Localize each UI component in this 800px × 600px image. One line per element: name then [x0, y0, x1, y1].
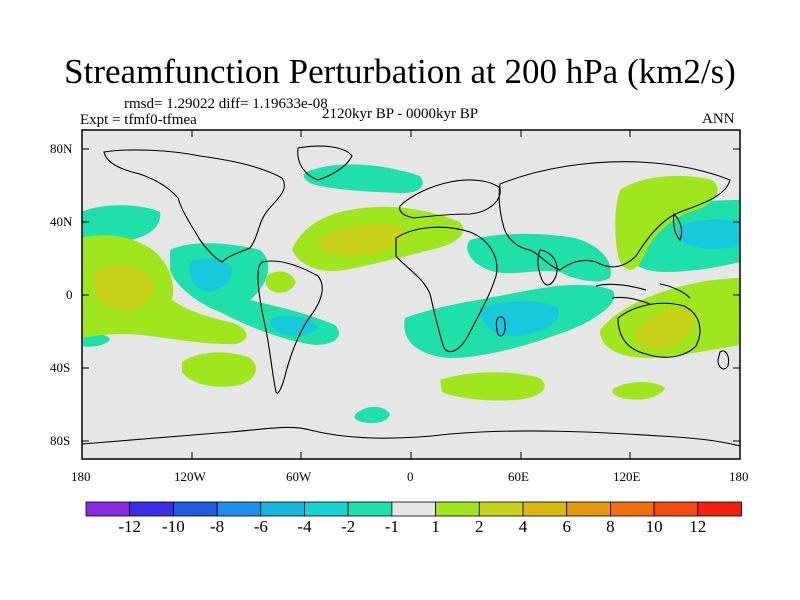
lon-label-180e: 180	[729, 469, 749, 484]
new-zealand-coast	[717, 350, 730, 370]
colorbar-box-9	[478, 501, 524, 517]
pacific-core-pos	[93, 265, 154, 311]
south-america-coast	[257, 260, 323, 394]
lat-label-80s: 80S	[50, 433, 71, 448]
colorbar-label-13: 12	[689, 517, 707, 536]
lat-label-80n: 80N	[50, 141, 73, 156]
atlantic-core-pos	[317, 224, 404, 256]
colorbar-label-8: 2	[475, 517, 484, 536]
colorbar-label-12: 10	[645, 517, 663, 536]
map-title: Streamfunction Perturbation at 200 hPa (…	[64, 52, 736, 91]
colorbar-box-7	[391, 501, 436, 517]
madagascar-coast	[495, 316, 506, 337]
lat-label-0: 0	[66, 287, 73, 302]
africa-coast	[395, 226, 498, 353]
maritime-continent-coast	[595, 283, 691, 305]
negative-strong-cores	[189, 219, 740, 337]
lat-label-40s: 40S	[50, 360, 71, 375]
europe-coast	[399, 179, 501, 219]
lon-label-60w: 60W	[286, 469, 312, 484]
colorbar-label-7: 1	[431, 517, 440, 536]
colorbar-label-3: -6	[253, 517, 268, 536]
colorbar-label-5: -2	[341, 517, 356, 536]
north-atlantic-neg	[303, 164, 423, 194]
colorbar-label-9: 4	[518, 517, 528, 536]
antarctica-coast	[82, 426, 740, 447]
colorbar-label-6: -1	[384, 517, 399, 536]
lon-label-120e: 120E	[613, 469, 641, 484]
experiment-label: Expt = tfmf0-tfmea	[80, 112, 197, 128]
coastlines	[82, 145, 740, 447]
indian-subcontinent-coast	[537, 249, 558, 286]
japan-coast	[672, 212, 683, 241]
axis-ticks	[81, 130, 741, 459]
colorbar-box-0	[85, 501, 131, 517]
season-label: ANN	[702, 111, 735, 127]
asia-coast	[498, 161, 731, 271]
nw-pacific-core-neg	[678, 219, 740, 249]
colorbar-box-3	[216, 501, 262, 517]
colorbar-box-11	[566, 501, 611, 517]
lat-label-40n: 40N	[50, 214, 73, 229]
colorbar-label-11: 8	[606, 517, 615, 536]
colorbar-label-2: -8	[210, 517, 225, 536]
positive-strong-cores	[93, 224, 695, 350]
australia-coast	[617, 302, 701, 358]
asia-neg	[467, 233, 611, 282]
indian-core-neg	[480, 301, 559, 337]
tropical-atlantic-pos	[265, 271, 296, 293]
lon-label-60e: 60E	[508, 469, 529, 484]
lon-label-0: 0	[407, 469, 414, 484]
colorbar	[85, 501, 742, 517]
sw-pacific-pos	[182, 352, 257, 387]
south-atlantic-pos	[440, 372, 545, 401]
colorbar-box-12	[610, 501, 655, 517]
north-pacific-neg	[82, 205, 161, 244]
colorbar-box-5	[304, 501, 349, 517]
pacific-core-neg	[189, 258, 233, 292]
west-pacific-pos	[82, 235, 247, 345]
atlantic-core-neg	[270, 316, 318, 336]
north-america-coast	[103, 149, 285, 263]
far-south-pacific-neg	[82, 334, 110, 347]
south-indian-pos	[612, 382, 665, 400]
greenland-coast	[297, 145, 353, 181]
colorbar-box-13	[653, 501, 699, 517]
colorbar-box-1	[129, 501, 174, 517]
colorbar-label-4: -4	[297, 517, 312, 536]
colorbar-box-10	[522, 501, 568, 517]
colorbar-box-4	[260, 501, 305, 517]
east-asia-arc-pos	[615, 175, 718, 270]
colorbar-label-0: -12	[118, 517, 142, 536]
colorbar-label-1: -10	[162, 517, 185, 536]
colorbar-label-10: 6	[562, 517, 571, 536]
colorbar-box-2	[172, 501, 218, 517]
contour-field	[82, 145, 740, 447]
lon-label-120w: 120W	[174, 469, 206, 484]
colorbar-box-6	[347, 501, 393, 517]
south-pacific-small-neg	[354, 406, 390, 424]
stats-label: rmsd= 1.29022 diff= 1.19633e-08	[124, 96, 328, 112]
lon-label-180w: 180	[71, 469, 91, 484]
colorbar-box-8	[435, 501, 480, 517]
period-label: 2120kyr BP - 0000kyr BP	[322, 106, 479, 122]
colorbar-box-14	[697, 501, 742, 517]
australia-core-pos	[636, 307, 695, 350]
